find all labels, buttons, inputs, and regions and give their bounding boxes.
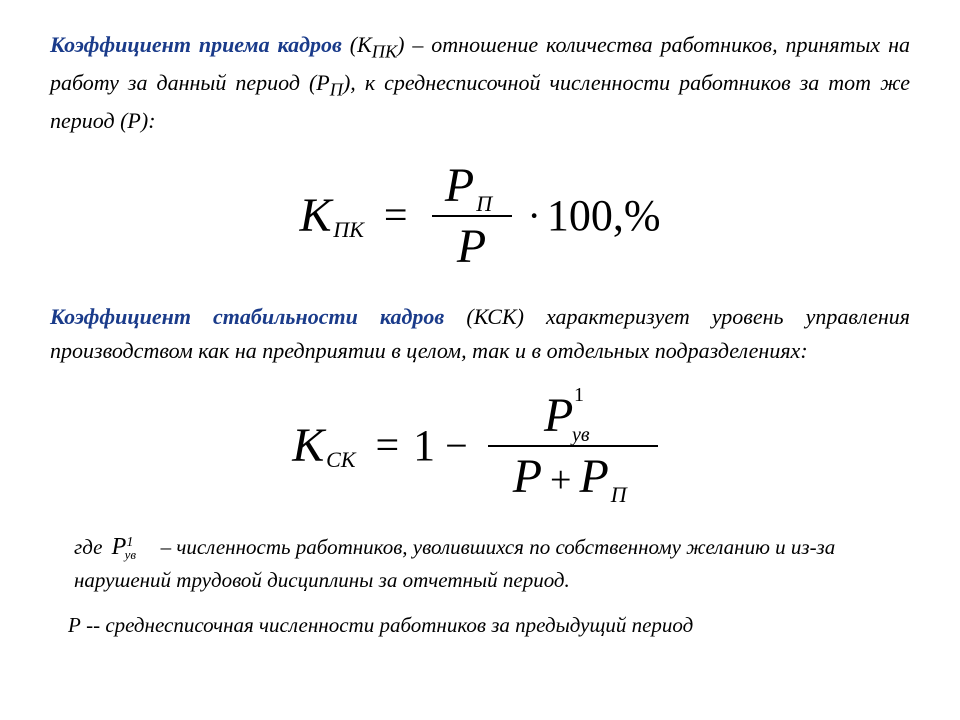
f2-num: Р 1 ув xyxy=(534,386,611,445)
f2-numSub: ув xyxy=(572,424,590,447)
f1-numSub: П xyxy=(476,191,492,217)
sym2: (КСК) xyxy=(444,304,524,329)
body1-sub: П xyxy=(330,79,343,99)
formula2-block: К СК = 1 − Р 1 ув Р + Р xyxy=(50,386,910,506)
term1: Коэффициент приема кадров xyxy=(50,32,342,57)
where-text: – численность работников, уволившихся по… xyxy=(74,535,835,592)
where-prefix: где xyxy=(74,535,108,559)
sym1-open: (К xyxy=(342,32,372,57)
f2-den: Р + Р П xyxy=(503,447,643,506)
f2-Ksub: СК xyxy=(326,447,355,473)
f1-numP: Р xyxy=(445,158,474,213)
f1-eq: = xyxy=(384,192,408,240)
where-sub: ув xyxy=(125,546,136,565)
f2-K: К xyxy=(292,418,324,473)
f1-K: К xyxy=(299,188,331,243)
f2-numP: Р xyxy=(544,389,573,442)
sym1-sub: ПК xyxy=(372,41,397,61)
p-def-text: Р -- среднесписочная численности работни… xyxy=(68,613,693,637)
f1-Ksub: ПК xyxy=(333,217,364,243)
f2-denP2sub: П xyxy=(611,482,627,508)
section1-paragraph: Коэффициент приема кадров (КПК) – отноше… xyxy=(50,28,910,138)
f1-pct: % xyxy=(624,190,661,241)
f2-denP1: Р xyxy=(513,449,542,504)
f2-eq: = xyxy=(375,422,399,470)
where-clause: где Р 1 ув – численность работников, уво… xyxy=(74,530,910,595)
f2-minus: − xyxy=(445,422,468,469)
document-page: Коэффициент приема кадров (КПК) – отноше… xyxy=(0,0,960,658)
formula2: К СК = 1 − Р 1 ув Р + Р xyxy=(292,386,667,506)
term2: Коэффициент стабильности кадров xyxy=(50,304,444,329)
f2-frac: Р 1 ув Р + Р П xyxy=(488,386,658,506)
p-definition: Р -- среднесписочная численности работни… xyxy=(68,613,910,638)
f1-hundred: 100 xyxy=(547,190,613,241)
formula1-block: К ПК = Р П Р · 100,% xyxy=(50,156,910,276)
f1-comma: , xyxy=(613,190,624,241)
f1-num: Р П xyxy=(435,156,508,215)
f1-dot: · xyxy=(528,192,541,239)
where-symbol: Р 1 ув xyxy=(112,530,134,565)
f2-numSup: 1 xyxy=(574,384,584,407)
f1-denP: Р xyxy=(457,219,486,274)
f2-one: 1 xyxy=(413,420,435,471)
f1-den: Р xyxy=(447,217,496,276)
f2-plus: + xyxy=(550,458,571,502)
formula1: К ПК = Р П Р · 100,% xyxy=(299,156,660,276)
f1-frac: Р П Р xyxy=(432,156,512,276)
section2-paragraph: Коэффициент стабильности кадров (КСК) ха… xyxy=(50,300,910,368)
f2-denP2: Р xyxy=(579,449,608,504)
